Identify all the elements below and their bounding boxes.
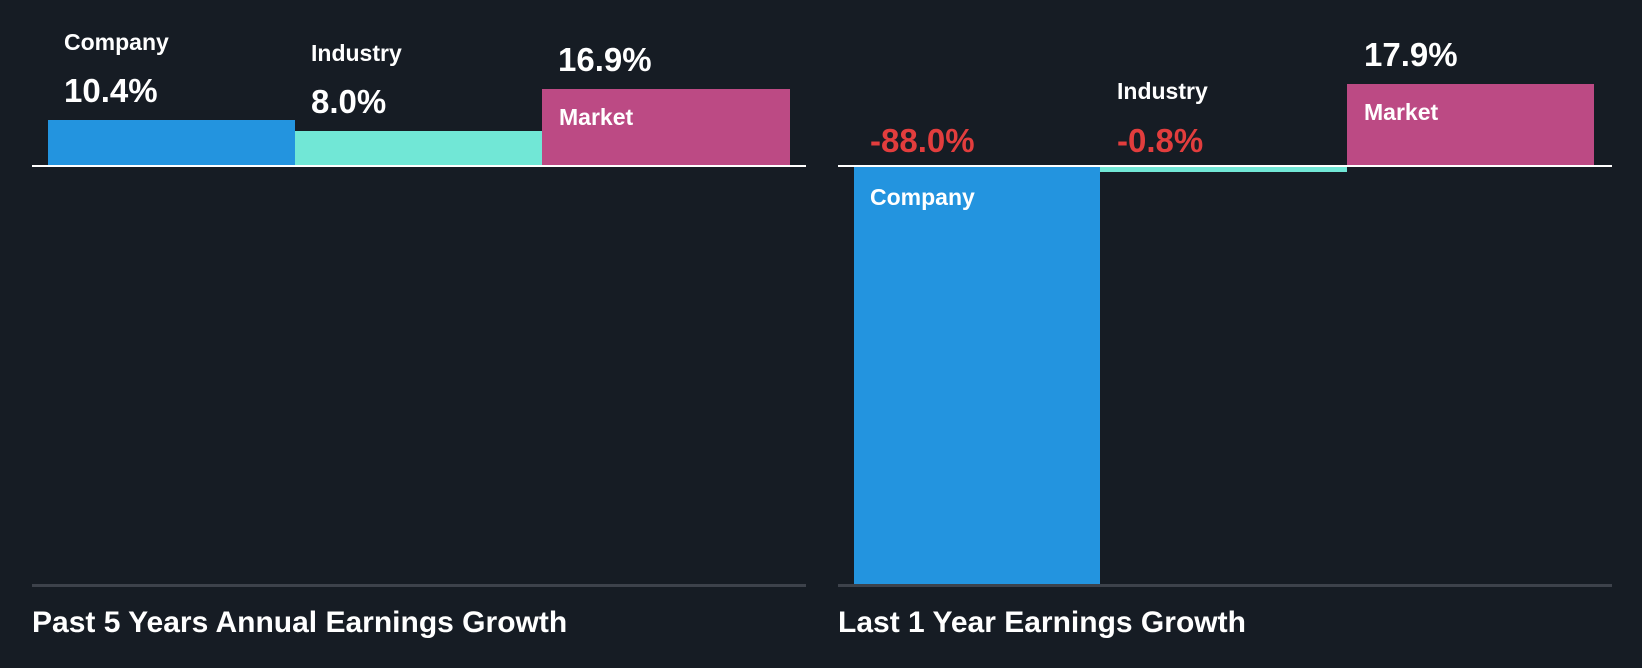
left-company-label: Company — [64, 29, 169, 55]
right-chart-panel: -88.0% Company Industry -0.8% 17.9% Mark… — [821, 0, 1642, 668]
left-industry-value: 8.0% — [311, 83, 387, 120]
left-market-value: 16.9% — [558, 41, 652, 78]
right-chart-title: Last 1 Year Earnings Growth — [838, 606, 1246, 639]
left-chart-title: Past 5 Years Annual Earnings Growth — [32, 606, 568, 639]
right-company-value: -88.0% — [870, 122, 975, 159]
left-company-bar — [48, 120, 295, 166]
left-market-bar — [542, 89, 790, 166]
right-industry-label: Industry — [1117, 78, 1208, 104]
right-market-value: 17.9% — [1364, 36, 1458, 73]
left-market-label: Market — [559, 104, 634, 130]
right-baseline — [838, 584, 1612, 587]
right-market-label: Market — [1364, 99, 1439, 125]
left-industry-bar — [295, 131, 542, 166]
left-company-value: 10.4% — [64, 72, 158, 109]
right-company-bar — [854, 167, 1100, 584]
right-market-bar — [1347, 84, 1594, 166]
left-baseline — [32, 584, 806, 587]
right-industry-value: -0.8% — [1117, 122, 1204, 159]
left-industry-label: Industry — [311, 40, 402, 66]
left-chart-panel: Company 10.4% Industry 8.0% 16.9% Market… — [32, 29, 806, 639]
right-company-label: Company — [870, 184, 975, 210]
left-zero-axis — [32, 165, 806, 167]
right-zero-axis — [838, 165, 1612, 167]
right-industry-bar — [1100, 167, 1347, 172]
